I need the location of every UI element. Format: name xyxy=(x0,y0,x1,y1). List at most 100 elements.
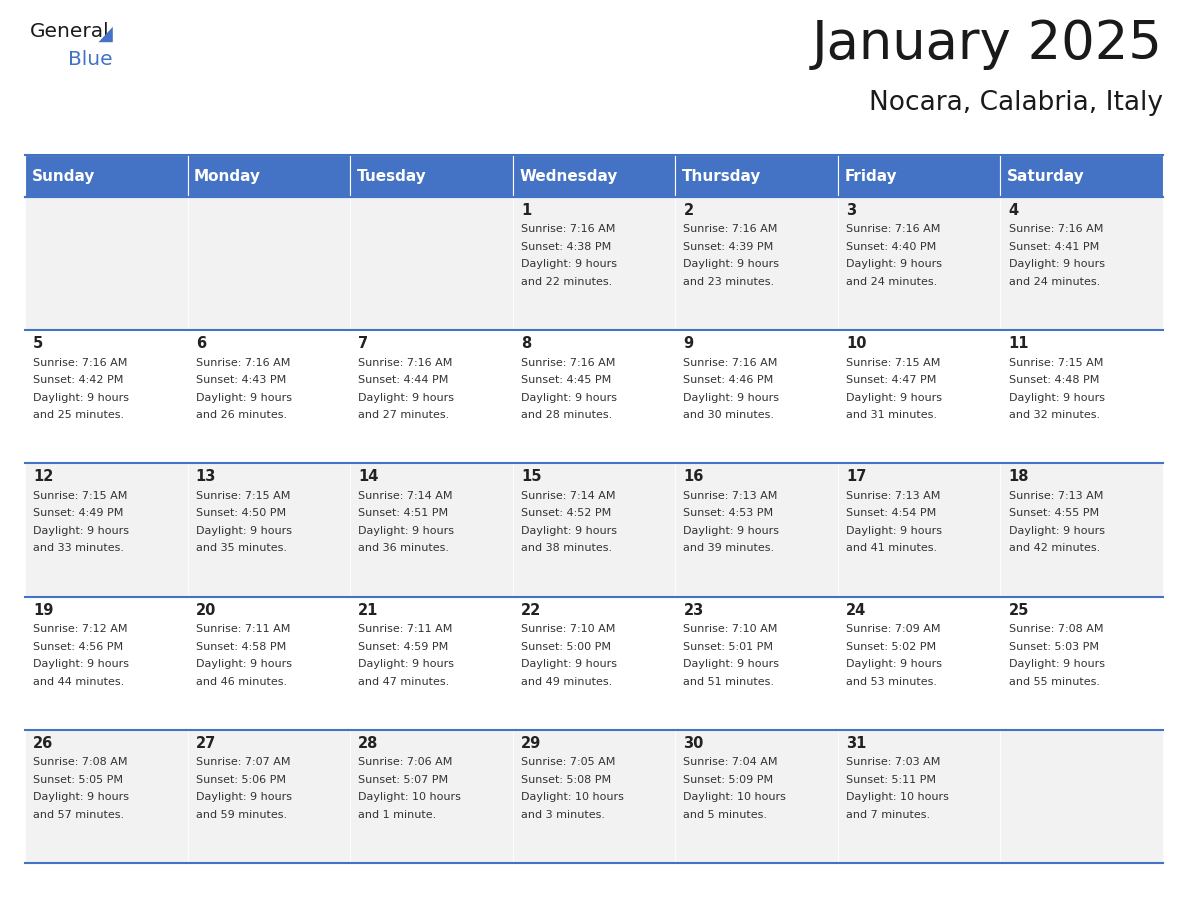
Bar xyxy=(1000,730,1163,863)
Text: and 3 minutes.: and 3 minutes. xyxy=(520,810,605,820)
Text: Sunset: 5:00 PM: Sunset: 5:00 PM xyxy=(520,642,611,652)
Text: Daylight: 10 hours: Daylight: 10 hours xyxy=(359,792,461,802)
Text: Daylight: 9 hours: Daylight: 9 hours xyxy=(33,792,129,802)
Text: Sunset: 4:52 PM: Sunset: 4:52 PM xyxy=(520,509,611,519)
Bar xyxy=(675,197,838,330)
Text: 2: 2 xyxy=(683,203,694,218)
Bar xyxy=(188,730,350,863)
Text: 19: 19 xyxy=(33,602,53,618)
Text: Daylight: 9 hours: Daylight: 9 hours xyxy=(196,393,292,403)
Text: Sunset: 4:46 PM: Sunset: 4:46 PM xyxy=(683,375,773,386)
Text: 10: 10 xyxy=(846,336,866,352)
Text: 25: 25 xyxy=(1009,602,1029,618)
Bar xyxy=(188,155,350,197)
Text: Sunrise: 7:13 AM: Sunrise: 7:13 AM xyxy=(683,491,778,501)
Text: Sunrise: 7:16 AM: Sunrise: 7:16 AM xyxy=(846,225,941,234)
Bar xyxy=(675,730,838,863)
Text: 24: 24 xyxy=(846,602,866,618)
Text: Sunrise: 7:06 AM: Sunrise: 7:06 AM xyxy=(359,757,453,767)
Text: Sunset: 4:42 PM: Sunset: 4:42 PM xyxy=(33,375,124,386)
Bar xyxy=(675,155,838,197)
Text: and 31 minutes.: and 31 minutes. xyxy=(846,410,937,420)
Text: 23: 23 xyxy=(683,602,703,618)
Text: Daylight: 9 hours: Daylight: 9 hours xyxy=(33,659,129,669)
Text: Sunrise: 7:10 AM: Sunrise: 7:10 AM xyxy=(683,624,778,634)
Text: and 35 minutes.: and 35 minutes. xyxy=(196,543,286,554)
Text: 12: 12 xyxy=(33,469,53,485)
Text: General: General xyxy=(30,22,109,41)
Bar xyxy=(1000,330,1163,464)
Bar xyxy=(25,730,188,863)
Text: 22: 22 xyxy=(520,602,541,618)
Text: Wednesday: Wednesday xyxy=(519,169,618,184)
Text: Sunrise: 7:15 AM: Sunrise: 7:15 AM xyxy=(196,491,290,501)
Text: Sunset: 4:56 PM: Sunset: 4:56 PM xyxy=(33,642,124,652)
Text: and 51 minutes.: and 51 minutes. xyxy=(683,677,775,687)
Text: Daylight: 9 hours: Daylight: 9 hours xyxy=(359,393,454,403)
Text: Sunrise: 7:05 AM: Sunrise: 7:05 AM xyxy=(520,757,615,767)
Bar xyxy=(513,197,675,330)
Text: and 41 minutes.: and 41 minutes. xyxy=(846,543,937,554)
Bar xyxy=(838,464,1000,597)
Text: and 22 minutes.: and 22 minutes. xyxy=(520,277,612,287)
Text: Daylight: 10 hours: Daylight: 10 hours xyxy=(520,792,624,802)
Text: Sunset: 4:53 PM: Sunset: 4:53 PM xyxy=(683,509,773,519)
Text: Daylight: 9 hours: Daylight: 9 hours xyxy=(846,526,942,536)
Text: and 38 minutes.: and 38 minutes. xyxy=(520,543,612,554)
Text: 15: 15 xyxy=(520,469,542,485)
Text: and 30 minutes.: and 30 minutes. xyxy=(683,410,775,420)
Text: Daylight: 9 hours: Daylight: 9 hours xyxy=(846,260,942,270)
Text: Sunrise: 7:04 AM: Sunrise: 7:04 AM xyxy=(683,757,778,767)
Text: Sunrise: 7:03 AM: Sunrise: 7:03 AM xyxy=(846,757,941,767)
Text: Sunrise: 7:16 AM: Sunrise: 7:16 AM xyxy=(33,358,127,368)
Text: Sunset: 4:48 PM: Sunset: 4:48 PM xyxy=(1009,375,1099,386)
Bar xyxy=(675,597,838,730)
Text: 9: 9 xyxy=(683,336,694,352)
Text: Sunrise: 7:16 AM: Sunrise: 7:16 AM xyxy=(683,358,778,368)
Text: 8: 8 xyxy=(520,336,531,352)
Text: Sunrise: 7:16 AM: Sunrise: 7:16 AM xyxy=(520,358,615,368)
Text: 17: 17 xyxy=(846,469,866,485)
Bar xyxy=(675,464,838,597)
Text: Daylight: 9 hours: Daylight: 9 hours xyxy=(520,659,617,669)
Text: 16: 16 xyxy=(683,469,703,485)
Text: Sunrise: 7:15 AM: Sunrise: 7:15 AM xyxy=(33,491,127,501)
Text: 29: 29 xyxy=(520,736,541,751)
Text: Sunrise: 7:14 AM: Sunrise: 7:14 AM xyxy=(520,491,615,501)
Text: and 25 minutes.: and 25 minutes. xyxy=(33,410,125,420)
Text: Sunset: 4:49 PM: Sunset: 4:49 PM xyxy=(33,509,124,519)
Bar xyxy=(188,197,350,330)
Text: and 49 minutes.: and 49 minutes. xyxy=(520,677,612,687)
Bar xyxy=(350,197,513,330)
Text: Sunrise: 7:07 AM: Sunrise: 7:07 AM xyxy=(196,757,290,767)
Text: Daylight: 9 hours: Daylight: 9 hours xyxy=(683,659,779,669)
Text: Sunset: 5:06 PM: Sunset: 5:06 PM xyxy=(196,775,285,785)
Text: Saturday: Saturday xyxy=(1007,169,1085,184)
Text: Daylight: 9 hours: Daylight: 9 hours xyxy=(196,526,292,536)
Bar xyxy=(350,730,513,863)
Text: and 33 minutes.: and 33 minutes. xyxy=(33,543,124,554)
Text: and 1 minute.: and 1 minute. xyxy=(359,810,436,820)
Text: Daylight: 9 hours: Daylight: 9 hours xyxy=(1009,526,1105,536)
Text: 3: 3 xyxy=(846,203,857,218)
Text: 27: 27 xyxy=(196,736,216,751)
Bar xyxy=(25,197,188,330)
Text: January 2025: January 2025 xyxy=(813,18,1163,70)
Bar xyxy=(513,597,675,730)
Text: and 39 minutes.: and 39 minutes. xyxy=(683,543,775,554)
Text: Sunday: Sunday xyxy=(32,169,95,184)
Text: Sunrise: 7:15 AM: Sunrise: 7:15 AM xyxy=(1009,358,1102,368)
Text: Daylight: 9 hours: Daylight: 9 hours xyxy=(520,260,617,270)
Bar xyxy=(838,155,1000,197)
Bar xyxy=(1000,464,1163,597)
Text: Daylight: 9 hours: Daylight: 9 hours xyxy=(1009,260,1105,270)
Text: 18: 18 xyxy=(1009,469,1029,485)
Text: and 7 minutes.: and 7 minutes. xyxy=(846,810,930,820)
Text: 31: 31 xyxy=(846,736,866,751)
Bar xyxy=(350,464,513,597)
Text: Daylight: 9 hours: Daylight: 9 hours xyxy=(683,526,779,536)
Text: Sunrise: 7:16 AM: Sunrise: 7:16 AM xyxy=(359,358,453,368)
Bar xyxy=(1000,597,1163,730)
Text: 20: 20 xyxy=(196,602,216,618)
Text: Sunrise: 7:15 AM: Sunrise: 7:15 AM xyxy=(846,358,941,368)
